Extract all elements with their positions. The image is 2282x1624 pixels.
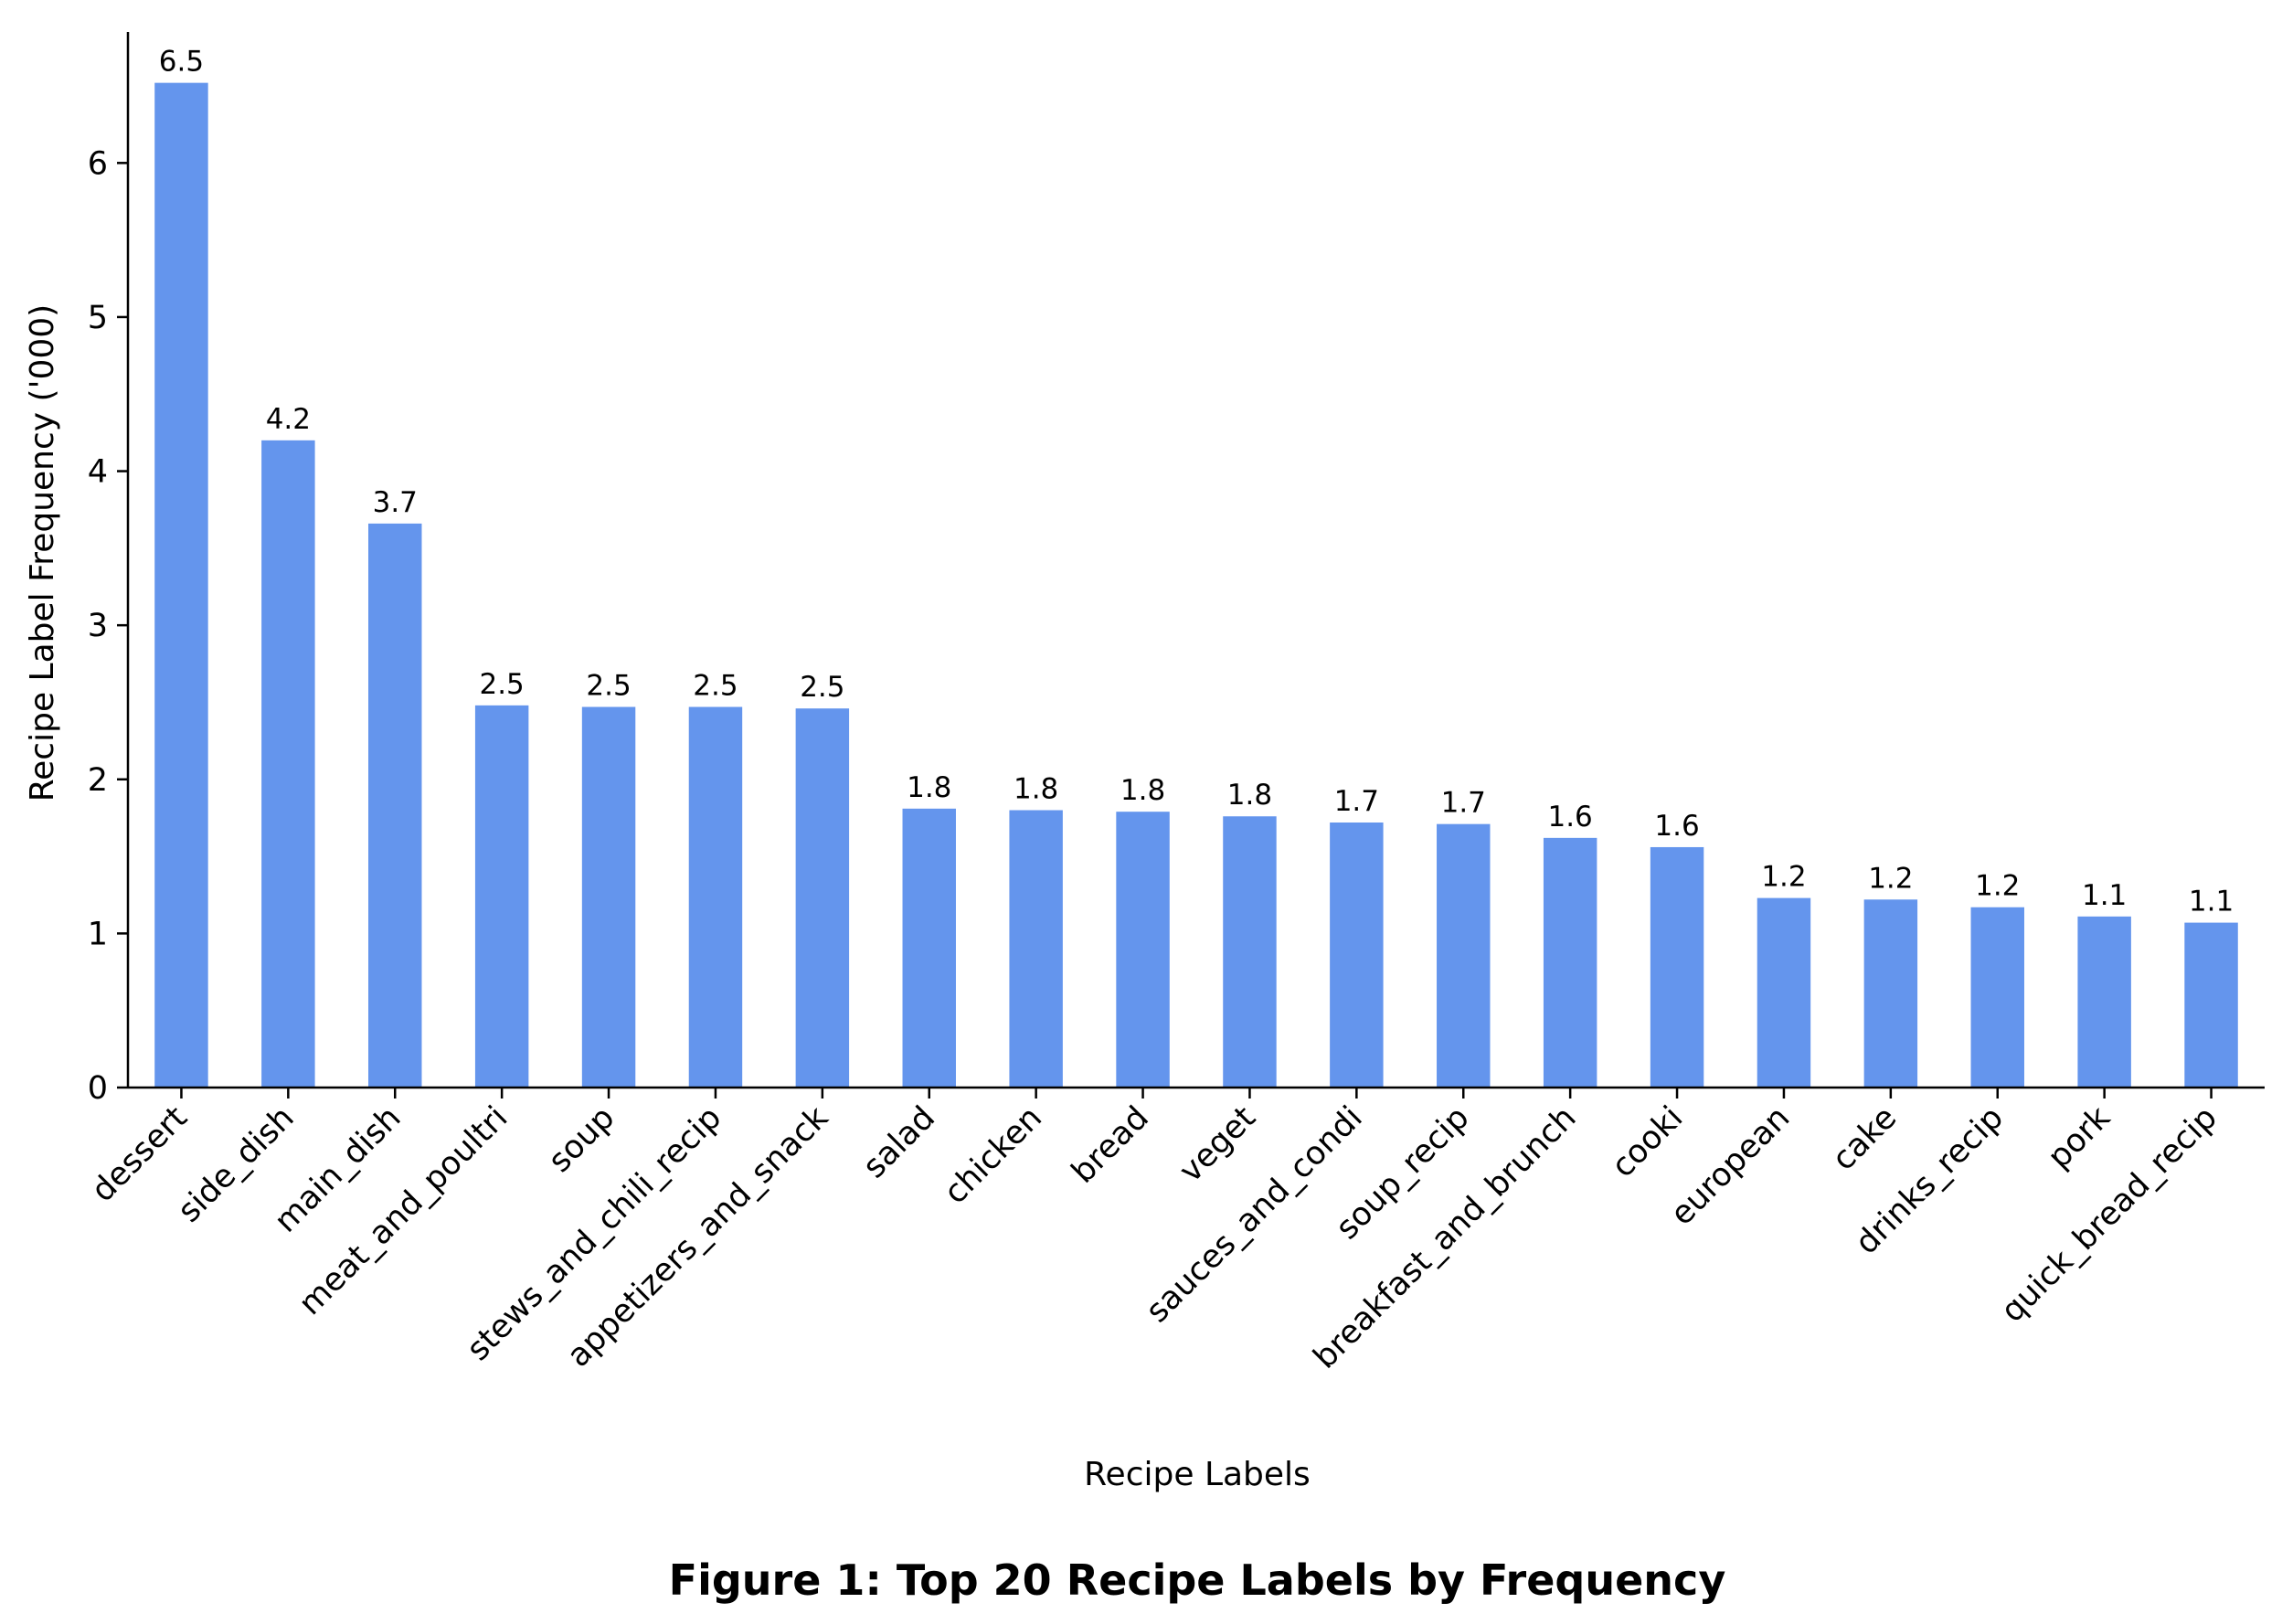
x-tick-label: quick_bread_recip (1994, 1099, 2224, 1330)
data-label: 2.5 (586, 670, 631, 703)
bar-european (1757, 897, 1811, 1088)
bar-cake (1863, 899, 1918, 1088)
x-tick-label: cooki (1605, 1099, 1690, 1184)
bar-drinks-recip (1970, 907, 2024, 1088)
data-label: 3.7 (373, 486, 418, 519)
x-tick-label: bread (1065, 1099, 1156, 1191)
data-label: 1.6 (1547, 801, 1592, 833)
data-label: 1.1 (2189, 886, 2234, 918)
bar-pork (2077, 916, 2131, 1088)
y-tick-label: 5 (88, 300, 108, 336)
bar-breakfast-and-brunch (1543, 837, 1597, 1088)
bar-quick-bread-recip (2184, 922, 2238, 1088)
data-label: 1.7 (1334, 785, 1379, 818)
chart-title: Figure 1: Top 20 Recipe Labels by Freque… (669, 1555, 1726, 1605)
bar-veget (1223, 816, 1277, 1088)
bar-cooki (1650, 846, 1704, 1088)
data-label: 4.2 (266, 403, 311, 436)
data-label: 2.5 (800, 671, 844, 704)
data-label: 1.1 (2082, 879, 2127, 912)
bar-dessert (154, 82, 208, 1088)
bar-meat-and-poultri (474, 705, 529, 1088)
bar-soup (581, 706, 636, 1088)
data-label: 1.6 (1654, 810, 1699, 843)
x-tick-label: veget (1173, 1099, 1263, 1190)
data-labels-layer: 6.5 4.2 3.7 2.5 2.5 2.5 2.5 1.8 1.8 1.8 1.8 1.7 1.7 1… (159, 46, 2234, 918)
x-tick-label: dessert (85, 1099, 195, 1209)
data-label: 6.5 (159, 46, 204, 79)
data-label: 1.2 (1761, 861, 1806, 894)
bars-layer (154, 82, 2238, 1088)
data-label: 1.8 (907, 771, 951, 804)
y-tick-label: 2 (88, 762, 108, 799)
bar-salad (902, 808, 956, 1088)
data-label: 1.2 (1868, 862, 1913, 895)
y-tick-label: 3 (88, 608, 108, 644)
bar-chicken (1009, 810, 1063, 1088)
data-label: 1.8 (1120, 774, 1165, 807)
bar-appetizers-and-snack (795, 708, 850, 1088)
bar-bread (1116, 812, 1170, 1088)
x-axis: dessertside_dishmain_dishmeat_and_poultr… (85, 1086, 2265, 1376)
bar-soup-recip (1437, 823, 1491, 1088)
y-tick-label: 1 (88, 916, 108, 952)
data-label: 1.2 (1975, 870, 2020, 903)
x-tick-label: salad (856, 1099, 942, 1185)
y-tick-label: 0 (88, 1070, 108, 1107)
bar-main-dish (368, 523, 422, 1088)
x-tick-label: cake (1825, 1099, 1904, 1178)
bar-side-dish (261, 440, 315, 1088)
x-tick-label: pork (2041, 1099, 2117, 1176)
x-axis-title: Recipe Labels (1084, 1456, 1311, 1493)
x-tick-label: meat_and_poultri (292, 1099, 515, 1322)
x-tick-label: chicken (938, 1099, 1049, 1211)
data-label: 1.7 (1441, 787, 1486, 820)
y-tick-label: 4 (88, 454, 108, 491)
data-label: 2.5 (693, 670, 738, 703)
bar-sauces-and-condi (1330, 822, 1384, 1088)
x-tick-label: soup (542, 1099, 622, 1180)
y-axis: 0 1 2 3 4 5 6 (88, 32, 130, 1107)
data-label: 1.8 (1227, 779, 1272, 812)
data-label: 2.5 (479, 668, 524, 701)
y-tick-label: 6 (88, 145, 108, 182)
data-label: 1.8 (1014, 773, 1058, 806)
y-axis-title: Recipe Label Frequency ('000) (24, 304, 61, 801)
bar-stews-and-chili-recip (688, 706, 743, 1088)
